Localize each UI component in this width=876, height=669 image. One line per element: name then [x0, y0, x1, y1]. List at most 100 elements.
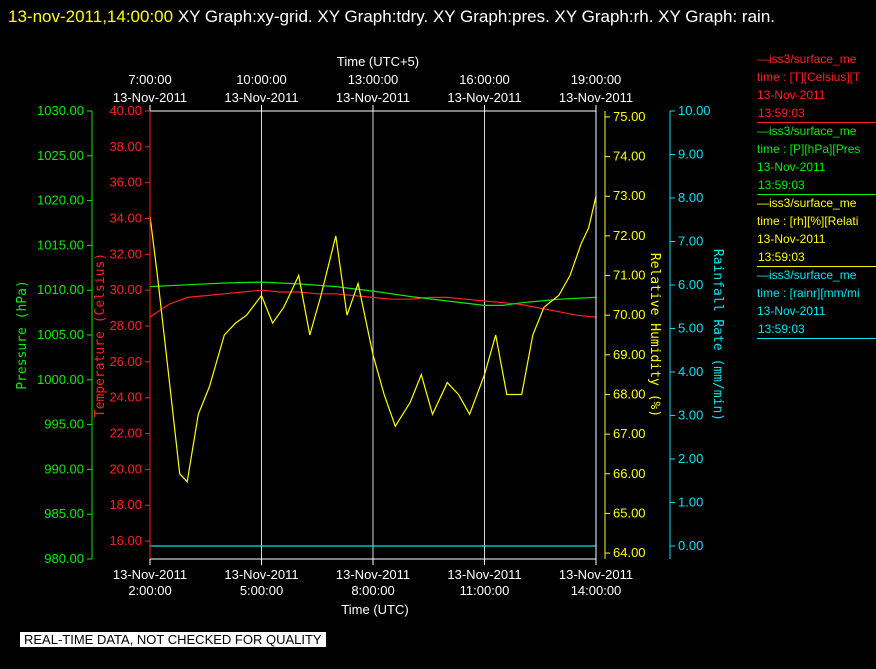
- top-tick-label-date: 13-Nov-2011: [336, 90, 410, 105]
- top-axis-label: Time (UTC+5): [337, 54, 419, 69]
- temperature-tick-label: 34.00: [109, 211, 142, 226]
- legend-date: 13-Nov-2011: [757, 88, 826, 102]
- rain-tick-label: 1.00: [678, 494, 703, 509]
- series-line-humidity: [149, 196, 597, 483]
- pressure-tick-label: 1010.00: [37, 282, 84, 297]
- top-tick-label-time: 16:00:00: [459, 72, 510, 87]
- legend-temperature: —iss3/surface_me time : [T][Celsius][T 1…: [757, 50, 876, 123]
- humidity-tick-label: 75.00: [613, 109, 646, 124]
- temperature-tick-label: 30.00: [109, 282, 142, 297]
- temperature-tick-label: 28.00: [109, 318, 142, 333]
- x-tick-label-date: 13-Nov-2011: [447, 567, 521, 582]
- quality-notice: REAL-TIME DATA, NOT CHECKED FOR QUALITY: [20, 632, 326, 647]
- humidity-tick-label: 69.00: [613, 347, 646, 362]
- legend-pressure: —iss3/surface_me time : [P][hPa][Pres 13…: [757, 122, 876, 195]
- pressure-tick-label: 1005.00: [37, 327, 84, 342]
- top-tick-label-time: 7:00:00: [128, 72, 171, 87]
- humidity-tick-label: 71.00: [613, 268, 646, 283]
- temperature-tick-label: 26.00: [109, 354, 142, 369]
- legend-field: time : [P][hPa][Pres: [757, 142, 861, 156]
- legend-humidity: —iss3/surface_me time : [rh][%][Relati 1…: [757, 194, 876, 267]
- rain-tick-label: 9.00: [678, 146, 703, 161]
- rain-axis-label: Rainfall Rate (mm/min): [710, 249, 725, 421]
- humidity-tick-label: 66.00: [613, 466, 646, 481]
- pressure-tick-label: 1015.00: [37, 237, 84, 252]
- top-tick-label-time: 13:00:00: [348, 72, 399, 87]
- humidity-tick-label: 68.00: [613, 386, 646, 401]
- rain-tick-label: 2.00: [678, 451, 703, 466]
- pressure-tick-label: 1030.00: [37, 103, 84, 118]
- temperature-tick-label: 40.00: [109, 103, 142, 118]
- humidity-tick-label: 65.00: [613, 505, 646, 520]
- humidity-tick-label: 72.00: [613, 228, 646, 243]
- pressure-tick-label: 995.00: [44, 417, 84, 432]
- series-layer: [149, 196, 597, 547]
- temperature-tick-label: 32.00: [109, 246, 142, 261]
- header-title: 13-nov-2011,14:00:00 XY Graph:xy-grid. X…: [8, 2, 868, 31]
- pressure-tick-label: 990.00: [44, 461, 84, 476]
- x-tick-label-date: 13-Nov-2011: [224, 567, 298, 582]
- legend-time: 13:59:03: [757, 104, 876, 123]
- humidity-tick-label: 73.00: [613, 188, 646, 203]
- humidity-tick-label: 67.00: [613, 426, 646, 441]
- top-tick-label-date: 13-Nov-2011: [447, 90, 521, 105]
- legend-title: —iss3/surface_me: [757, 124, 857, 138]
- temperature-axis-label: Temperature (Celsius): [93, 253, 108, 417]
- legend-date: 13-Nov-2011: [757, 232, 826, 246]
- legend-field: time : [rainr][mm/mi: [757, 286, 860, 300]
- x-tick-label-date: 13-Nov-2011: [113, 567, 187, 582]
- top-tick-label-date: 13-Nov-2011: [224, 90, 298, 105]
- top-tick-label-time: 19:00:00: [571, 72, 622, 87]
- temperature-tick-label: 20.00: [109, 461, 142, 476]
- header-timestamp: 13-nov-2011,14:00:00: [8, 7, 174, 26]
- legend-rain: —iss3/surface_me time : [rainr][mm/mi 13…: [757, 266, 876, 339]
- legend-date: 13-Nov-2011: [757, 160, 826, 174]
- top-tick-label-time: 10:00:00: [236, 72, 287, 87]
- x-tick-label-time: 11:00:00: [460, 583, 510, 598]
- rain-tick-label: 8.00: [678, 190, 703, 205]
- legend-title: —iss3/surface_me: [757, 196, 857, 210]
- pressure-tick-label: 1025.00: [37, 148, 84, 163]
- top-tick-label-date: 13-Nov-2011: [113, 90, 187, 105]
- legend-time: 13:59:03: [757, 176, 876, 195]
- rain-tick-label: 0.00: [678, 538, 703, 553]
- rain-tick-label: 10.00: [678, 103, 711, 118]
- legend-field: time : [rh][%][Relati: [757, 214, 859, 228]
- x-tick-label-time: 8:00:00: [351, 583, 394, 598]
- rain-tick-label: 7.00: [678, 233, 703, 248]
- legend-field: time : [T][Celsius][T: [757, 70, 861, 84]
- grid: [261, 111, 485, 559]
- series-line-temperature: [149, 289, 597, 318]
- x-tick-label-time: 5:00:00: [240, 583, 283, 598]
- humidity-tick-label: 70.00: [613, 307, 646, 322]
- header-graph-list: XY Graph:xy-grid. XY Graph:tdry. XY Grap…: [173, 7, 776, 26]
- humidity-axis-label: Relative Humidity (%): [647, 253, 662, 417]
- rain-tick-label: 6.00: [678, 277, 703, 292]
- legend-date: 13-Nov-2011: [757, 304, 826, 318]
- pressure-axis-label: Pressure (hPa): [15, 280, 30, 390]
- temperature-tick-label: 22.00: [109, 426, 142, 441]
- pressure-tick-label: 1000.00: [37, 372, 84, 387]
- legend-title: —iss3/surface_me: [757, 52, 857, 66]
- x-tick-label-time: 14:00:00: [571, 583, 622, 598]
- x-tick-label-time: 2:00:00: [128, 583, 171, 598]
- temperature-tick-label: 18.00: [109, 497, 142, 512]
- temperature-tick-label: 16.00: [109, 533, 142, 548]
- temperature-tick-label: 24.00: [109, 390, 142, 405]
- temperature-tick-label: 36.00: [109, 175, 142, 190]
- axes-layer: 13-Nov-20112:00:007:00:0013-Nov-201113-N…: [15, 54, 725, 617]
- x-axis-label: Time (UTC): [341, 602, 408, 617]
- temperature-tick-label: 38.00: [109, 139, 142, 154]
- pressure-tick-label: 980.00: [44, 551, 84, 566]
- rain-tick-label: 4.00: [678, 364, 703, 379]
- top-tick-label-date: 13-Nov-2011: [559, 90, 633, 105]
- legend-title: —iss3/surface_me: [757, 268, 857, 282]
- x-tick-label-date: 13-Nov-2011: [559, 567, 633, 582]
- legend-time: 13:59:03: [757, 248, 876, 267]
- series-line-pressure: [149, 281, 597, 306]
- pressure-tick-label: 985.00: [44, 506, 84, 521]
- pressure-tick-label: 1020.00: [37, 193, 84, 208]
- humidity-tick-label: 74.00: [613, 149, 646, 164]
- x-tick-label-date: 13-Nov-2011: [336, 567, 410, 582]
